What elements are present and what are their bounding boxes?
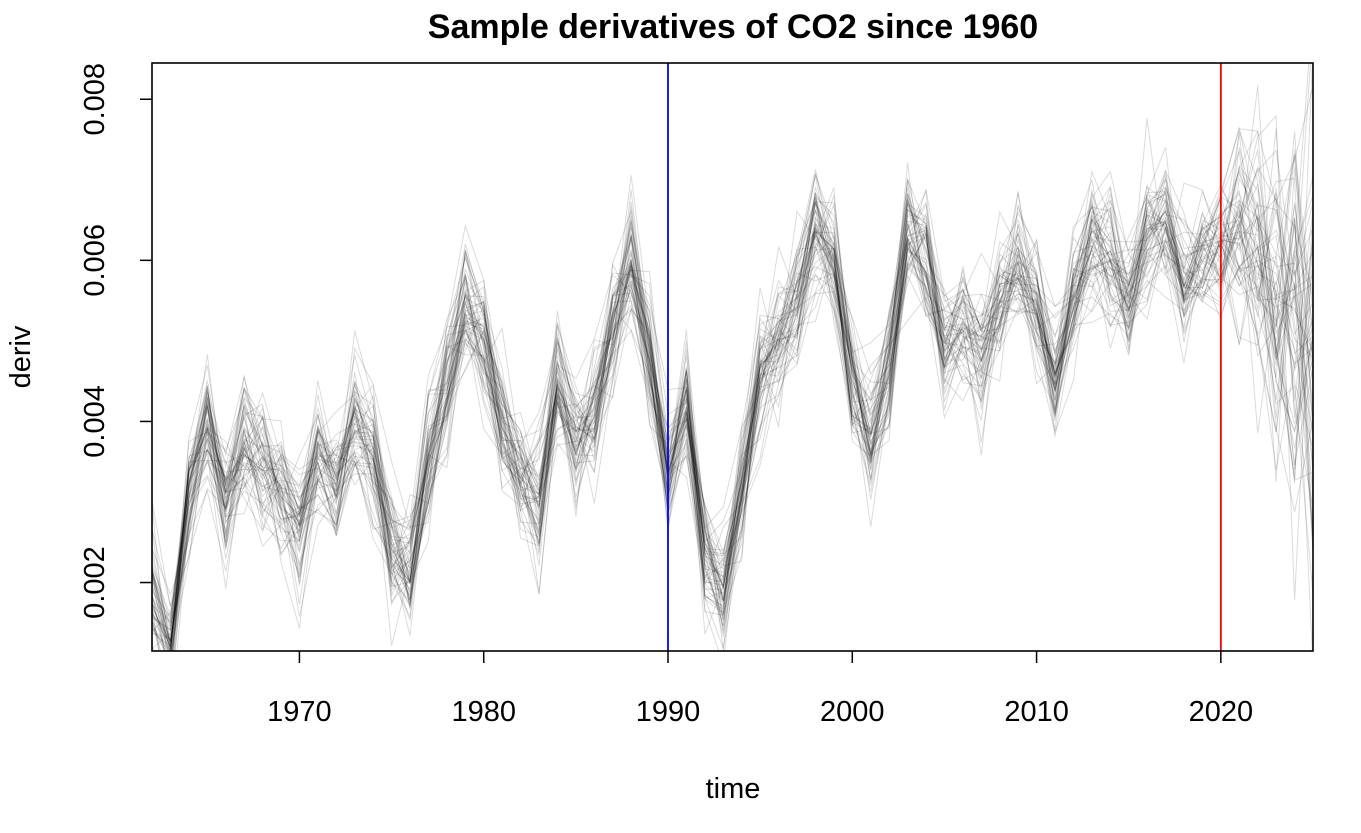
sample-line bbox=[152, 166, 1313, 651]
sample-line bbox=[152, 85, 1313, 651]
x-tick-label: 2010 bbox=[1004, 696, 1069, 728]
sample-line bbox=[152, 177, 1313, 649]
sample-line bbox=[152, 129, 1313, 639]
sample-line bbox=[152, 182, 1313, 642]
x-tick-label: 1990 bbox=[636, 696, 701, 728]
sample-line bbox=[152, 162, 1313, 651]
sample-line bbox=[152, 128, 1313, 651]
sample-line bbox=[152, 190, 1313, 647]
plot-frame bbox=[151, 62, 1314, 652]
sample-line bbox=[152, 177, 1313, 651]
sample-line bbox=[152, 168, 1313, 651]
sample-line bbox=[152, 171, 1313, 647]
sample-line bbox=[152, 118, 1313, 642]
sample-line bbox=[170, 209, 1313, 651]
sample-line bbox=[152, 147, 1313, 650]
sample-line bbox=[152, 169, 1313, 651]
sample-line bbox=[152, 166, 1313, 651]
sample-line bbox=[152, 186, 1313, 632]
sample-line bbox=[152, 114, 1313, 651]
sample-line bbox=[152, 189, 1313, 651]
sample-line bbox=[152, 200, 1313, 651]
sample-line bbox=[152, 205, 1313, 616]
x-tick-label: 1970 bbox=[267, 696, 332, 728]
sample-line bbox=[152, 204, 1313, 651]
reference-lines-group bbox=[667, 63, 1222, 651]
sample-line bbox=[152, 180, 1313, 637]
sample-line bbox=[152, 169, 1313, 651]
sample-line bbox=[152, 149, 1313, 651]
sample-line bbox=[152, 63, 1311, 651]
y-tick-label: 0.008 bbox=[79, 63, 111, 136]
sample-line bbox=[152, 196, 1313, 650]
sample-line bbox=[152, 128, 1313, 651]
sample-line bbox=[152, 191, 1313, 650]
sample-line bbox=[152, 149, 1313, 645]
sample-line bbox=[152, 174, 1313, 628]
sample-line bbox=[152, 186, 1313, 651]
sample-line bbox=[152, 189, 1313, 644]
y-axis-title: deriv bbox=[5, 325, 37, 388]
sample-line bbox=[152, 210, 1313, 642]
sample-line bbox=[152, 155, 1313, 632]
sample-line bbox=[152, 63, 1310, 622]
y-tick-label: 0.004 bbox=[79, 385, 111, 458]
sample-line bbox=[152, 149, 1313, 651]
sample-line bbox=[152, 193, 1313, 651]
sample-line bbox=[152, 85, 1313, 651]
sample-line bbox=[152, 189, 1313, 642]
x-axis-title: time bbox=[706, 773, 761, 805]
sample-line bbox=[152, 149, 1313, 624]
sample-line bbox=[152, 189, 1313, 643]
y-axis: 0.002 0.004 0.006 0.008 bbox=[79, 63, 152, 619]
sample-line bbox=[171, 175, 1313, 651]
x-axis: 1970 1980 1990 2000 2010 2020 bbox=[267, 651, 1253, 728]
x-tick-label: 2000 bbox=[820, 696, 885, 728]
sample-line bbox=[152, 175, 1313, 628]
x-tick-label: 2020 bbox=[1189, 696, 1254, 728]
sample-line bbox=[152, 203, 1313, 635]
sample-line bbox=[152, 195, 1313, 651]
sample-line bbox=[152, 130, 1313, 631]
sample-line bbox=[152, 187, 1313, 651]
sample-line bbox=[152, 146, 1313, 632]
sample-line bbox=[152, 169, 1313, 619]
y-tick-label: 0.006 bbox=[79, 224, 111, 297]
y-tick-label: 0.002 bbox=[79, 546, 111, 619]
x-tick-label: 1980 bbox=[451, 696, 516, 728]
sample-line bbox=[152, 127, 1313, 649]
sample-lines-group bbox=[152, 63, 1313, 651]
sample-line bbox=[152, 166, 1313, 650]
sample-line bbox=[152, 63, 1313, 638]
sample-line bbox=[152, 201, 1313, 647]
sample-line bbox=[170, 169, 1313, 651]
sample-line bbox=[152, 153, 1313, 607]
sample-line bbox=[152, 170, 1313, 651]
sample-line bbox=[152, 179, 1313, 651]
sample-line bbox=[152, 182, 1313, 647]
chart-title: Sample derivatives of CO2 since 1960 bbox=[428, 8, 1038, 46]
sample-line bbox=[152, 133, 1313, 651]
